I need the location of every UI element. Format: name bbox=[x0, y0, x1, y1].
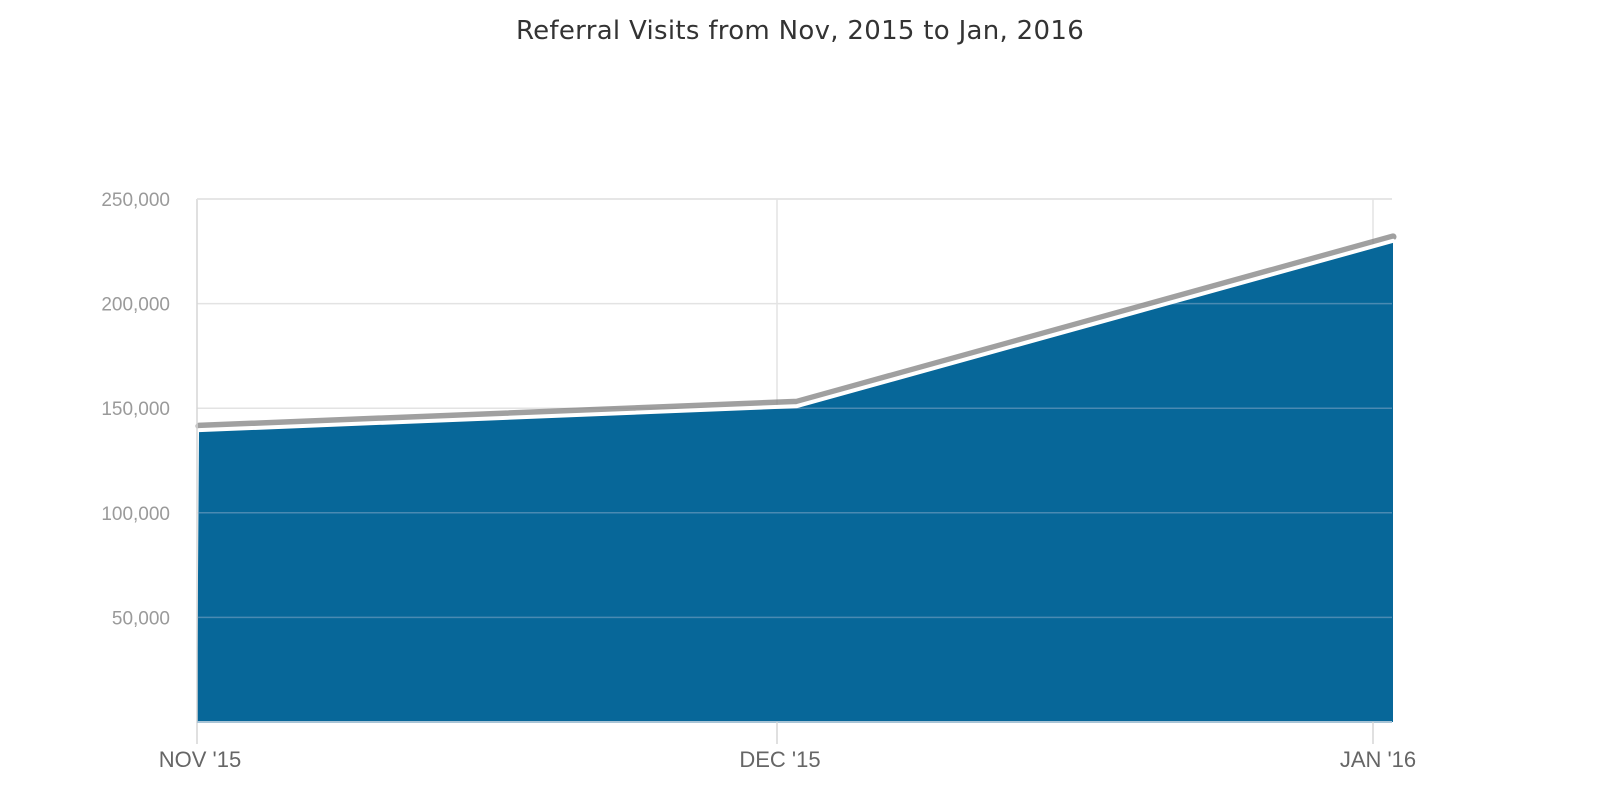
series-line-shadow bbox=[195, 233, 1397, 430]
axis-layer bbox=[196, 198, 1392, 744]
y-tick-label-3: 200,000 bbox=[101, 295, 170, 316]
chart-title: Referral Visits from Nov, 2015 to Jan, 2… bbox=[515, 16, 1085, 46]
area-layer bbox=[197, 240, 1393, 722]
y-tick-label-4: 250,000 bbox=[101, 190, 170, 211]
y-tick-label-0: 50,000 bbox=[112, 608, 170, 629]
x-tick-label-2: JAN '16 bbox=[1340, 747, 1416, 772]
x-tick-label-1: DEC '15 bbox=[739, 747, 820, 772]
area-fill bbox=[197, 240, 1393, 722]
line-layer bbox=[195, 233, 1397, 433]
y-axis-ticks: 50,000 100,000 150,000 200,000 250,000 bbox=[101, 190, 170, 629]
x-axis-ticks: NOV '15 DEC '15 JAN '16 bbox=[159, 747, 1416, 772]
x-tick-label-0: NOV '15 bbox=[159, 747, 241, 772]
y-tick-label-1: 100,000 bbox=[101, 504, 170, 525]
y-tick-label-2: 150,000 bbox=[101, 399, 170, 420]
